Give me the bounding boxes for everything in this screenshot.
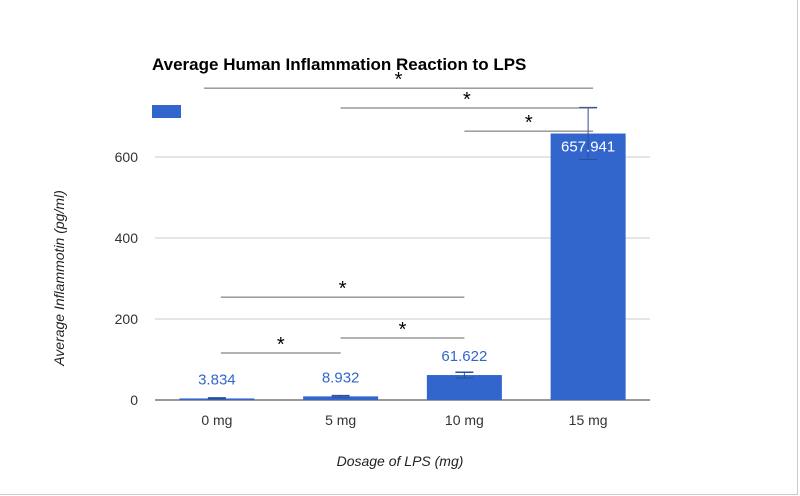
- data-label: 657.941: [561, 139, 615, 156]
- data-label: 61.622: [441, 348, 487, 365]
- significance-star: *: [525, 112, 533, 134]
- significance-star: *: [395, 69, 403, 91]
- data-label: 3.834: [198, 371, 236, 388]
- significance-star: *: [339, 278, 347, 300]
- y-tick-label: 0: [130, 392, 138, 408]
- y-tick-label: 200: [115, 311, 139, 327]
- data-label: 8.932: [322, 369, 360, 386]
- bar: [426, 375, 502, 400]
- y-axis-label: Average Inflammotin (pg/ml): [51, 190, 67, 367]
- x-tick-label: 5 mg: [325, 412, 356, 428]
- chart-title: Average Human Inflammation Reaction to L…: [152, 55, 526, 74]
- y-tick-label: 600: [115, 149, 139, 165]
- bar: [550, 133, 626, 401]
- legend-swatch: [152, 105, 181, 118]
- x-tick-label: 15 mg: [569, 412, 608, 428]
- x-tick-label: 10 mg: [445, 412, 484, 428]
- significance-star: *: [399, 319, 407, 341]
- significance-star: *: [463, 89, 471, 111]
- y-tick-label: 400: [115, 230, 139, 246]
- x-axis-label: Dosage of LPS (mg): [337, 453, 464, 469]
- x-tick-label: 0 mg: [201, 412, 232, 428]
- significance-star: *: [277, 334, 285, 356]
- bar: [303, 396, 379, 400]
